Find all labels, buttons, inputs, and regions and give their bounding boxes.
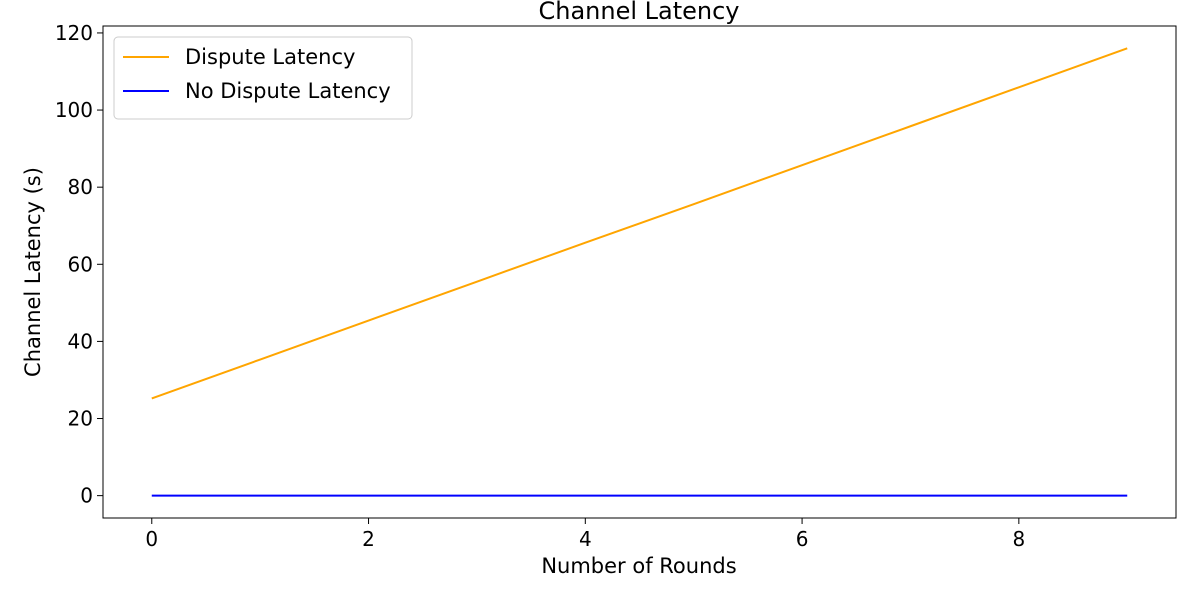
plot-frame bbox=[102, 25, 1177, 519]
y-tick-label: 40 bbox=[68, 329, 93, 353]
y-tick-label: 80 bbox=[68, 175, 93, 199]
legend-box bbox=[113, 36, 413, 120]
x-tick-label: 2 bbox=[362, 527, 375, 551]
y-tick-label: 0 bbox=[80, 484, 93, 508]
series-line-1 bbox=[151, 47, 1128, 400]
y-tick-label: 100 bbox=[55, 98, 93, 122]
x-tick-label: 0 bbox=[145, 527, 158, 551]
x-tick-label: 8 bbox=[1012, 527, 1025, 551]
legend: Dispute Latency No Dispute Latency bbox=[113, 36, 413, 120]
y-axis-label: Channel Latency (s) bbox=[21, 167, 45, 377]
y-tick-label: 20 bbox=[68, 407, 93, 431]
x-axis-label: Number of Rounds bbox=[541, 554, 736, 578]
legend-label-2: No Dispute Latency bbox=[185, 79, 391, 103]
y-tick-label: 120 bbox=[55, 21, 93, 45]
x-tick-label: 6 bbox=[796, 527, 809, 551]
x-tick-label: 4 bbox=[579, 527, 592, 551]
legend-label-1: Dispute Latency bbox=[185, 45, 355, 69]
y-tick-label: 60 bbox=[68, 252, 93, 276]
chart-title: Channel Latency bbox=[538, 0, 739, 25]
